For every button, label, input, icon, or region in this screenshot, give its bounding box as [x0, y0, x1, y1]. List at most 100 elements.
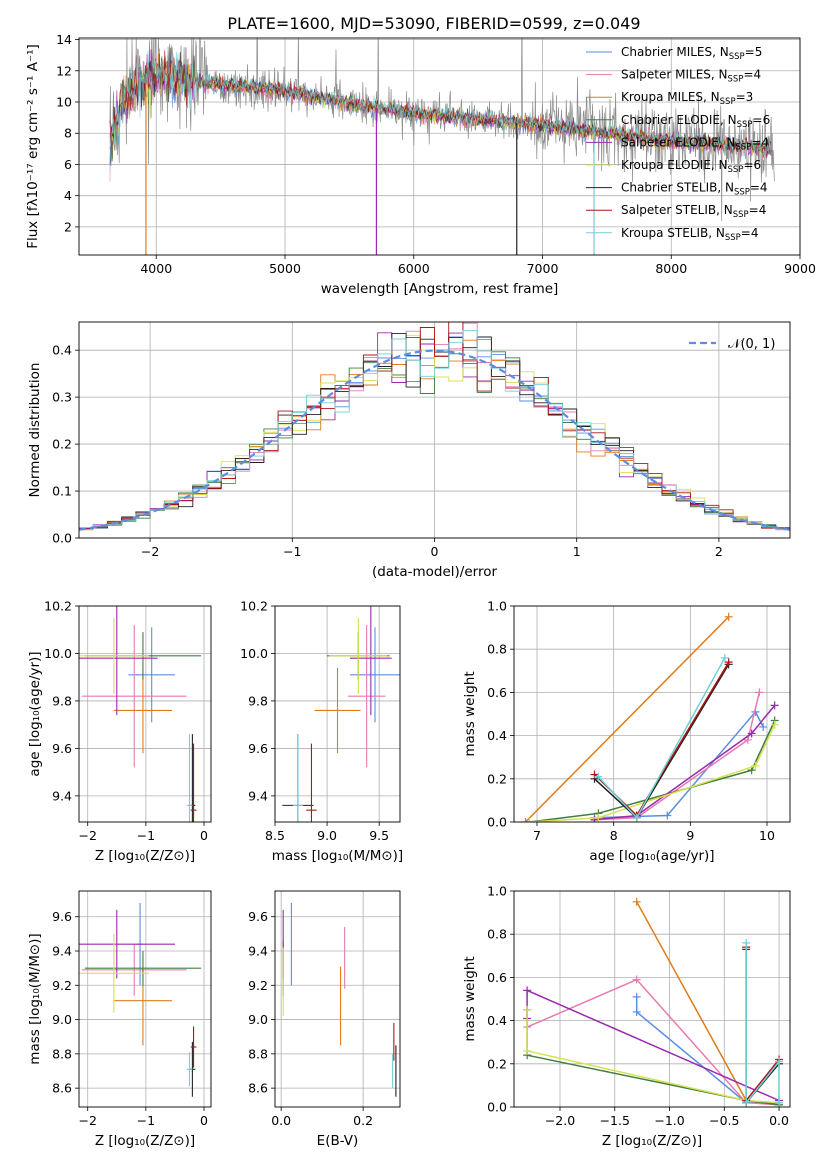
mass-weight-line — [636, 901, 747, 1101]
y-tick-label: 9.8 — [52, 693, 72, 708]
mass-weight-marker — [770, 720, 779, 729]
legend-entry: Salpeter ELODIE, NSSP=4 — [621, 135, 769, 152]
x-tick-label: 10 — [759, 828, 775, 843]
x-tick-label: 0.0 — [769, 1113, 789, 1128]
x-tick-label: −2 — [141, 544, 159, 559]
y-axis-label: age [log₁₀(age/yr)] — [27, 651, 43, 776]
mass-weight-marker — [724, 658, 733, 667]
y-tick-label: 8.8 — [248, 1046, 268, 1061]
y-tick-label: 10.0 — [44, 646, 72, 661]
mass-weight-marker — [775, 1057, 784, 1066]
axes-frame — [513, 605, 791, 823]
spectrum-model-line — [109, 51, 772, 171]
axes-weight_vs_Z: −2.0 −1.5 −1.0 −0.5 0.0 0.0 0.2 0.4 0.6 0.8 1.0 Z [… — [462, 884, 791, 1149]
x-axis-label: E(B-V) — [317, 1133, 359, 1149]
x-tick-label: −1.5 — [600, 1113, 630, 1128]
grid-mass_vs_ebv — [275, 891, 400, 1107]
mass-weight-marker — [724, 612, 733, 621]
y-tick-label: 9.6 — [248, 741, 268, 756]
y-tick-label: 0.1 — [52, 484, 72, 499]
legend-entry: Kroupa STELIB, NSSP=4 — [621, 226, 759, 243]
x-tick-label: 9.0 — [317, 828, 337, 843]
mass-weight-marker — [742, 1098, 751, 1107]
x-tick-label: 0 — [200, 828, 208, 843]
y-axis-label: Flux [fλ10⁻¹⁷ erg cm⁻² s⁻¹ A⁻¹] — [25, 44, 41, 249]
legend-entry: Chabrier ELODIE, NSSP=6 — [621, 113, 770, 130]
plot-area-mass_vs_ebv — [282, 903, 397, 1097]
mass-weight-line — [526, 1009, 780, 1104]
y-tick-label: 0.4 — [487, 1013, 507, 1028]
y-tick-label: 9.2 — [52, 978, 72, 993]
x-axis-label: wavelength [Angstrom, rest frame] — [321, 281, 559, 297]
y-tick-label: 0.6 — [487, 970, 507, 985]
axes-frame — [78, 605, 212, 823]
y-tick-label: 0.4 — [487, 728, 507, 743]
x-axis-label: Z [log₁₀(Z/Z⊙)] — [95, 1133, 195, 1149]
y-tick-label: 9.4 — [52, 788, 72, 803]
legend-entry: Salpeter STELIB, NSSP=4 — [621, 203, 766, 220]
mass-weight-marker — [742, 938, 751, 947]
y-tick-label: 10 — [56, 95, 72, 110]
axes-weight_vs_age: 7 8 9 10 0.0 0.2 0.4 0.6 0.8 1.0 age [log₁₀(age/yr… — [462, 599, 791, 864]
plot-area-residuals — [79, 322, 790, 531]
residual-histogram — [79, 329, 790, 530]
x-tick-label: 7 — [533, 828, 541, 843]
y-tick-label: 0.0 — [487, 815, 507, 830]
y-tick-label: 0.6 — [487, 685, 507, 700]
axes-age_vs_Z: −2 −1 0 9.4 9.6 9.8 10.0 10.2 Z [log₁₀(Z/Z⊙)] age… — [27, 599, 212, 864]
y-tick-label: 1.0 — [487, 599, 507, 614]
x-tick-label: 1 — [573, 544, 581, 559]
mass-weight-marker — [759, 722, 768, 731]
axes-mass_vs_ebv: 0.0 0.2 8.6 8.8 9.0 9.2 9.4 9.6 E(B-V) — [248, 890, 401, 1149]
mass-weight-line — [594, 692, 761, 821]
mass-weight-marker — [775, 1098, 784, 1107]
y-tick-label: 8.6 — [248, 1081, 268, 1096]
mass-weight-line — [529, 724, 776, 822]
legend-entry: Chabrier MILES, NSSP=5 — [621, 45, 762, 62]
mass-weight-marker — [632, 1007, 641, 1016]
legend-entry: Kroupa ELODIE, NSSP=6 — [621, 158, 761, 175]
mass-weight-marker — [525, 818, 534, 822]
x-tick-label: −1 — [137, 1113, 155, 1128]
axes-frame — [78, 37, 801, 256]
y-tick-label: 0.4 — [52, 343, 72, 358]
y-axis-label: mass [log₁₀(M/M⊙)] — [27, 933, 43, 1064]
y-tick-label: 10.2 — [240, 599, 268, 614]
y-tick-label: 0.8 — [487, 927, 507, 942]
y-axis-label: mass weight — [462, 671, 478, 756]
y-tick-label: 0.3 — [52, 390, 72, 405]
plot-area-weight_vs_Z — [523, 897, 784, 1107]
y-tick-label: 12 — [56, 63, 72, 78]
mass-weight-marker — [594, 772, 603, 781]
x-axis-label: Z [log₁₀(Z/Z⊙)] — [95, 848, 195, 864]
mass-weight-marker — [521, 818, 530, 822]
x-tick-label: 6000 — [398, 261, 430, 276]
x-tick-label: 0.2 — [353, 1113, 373, 1128]
axes-age_vs_mass: 8.5 9.0 9.5 9.4 9.6 9.8 10.0 10.2 mass [log₁₀(M/… — [240, 599, 403, 865]
y-tick-label: 9.6 — [52, 909, 72, 924]
mass-weight-marker — [523, 1046, 532, 1055]
x-tick-label: −1.0 — [654, 1113, 684, 1128]
normal-reference-curve — [79, 349, 790, 531]
residual-histogram — [79, 322, 790, 529]
x-tick-label: 9.5 — [369, 828, 389, 843]
x-tick-label: 2 — [715, 544, 723, 559]
mass-weight-marker — [523, 1005, 532, 1014]
axes-frame — [78, 890, 212, 1108]
y-tick-label: 9.6 — [248, 909, 268, 924]
axes-residuals: −2 −1 0 1 2 0.0 0.1 0.2 0.3 0.4 (data-model)/error… — [27, 321, 791, 580]
mass-weight-marker — [751, 761, 760, 770]
mass-weight-line — [526, 978, 780, 1106]
figure-title: PLATE=1600, MJD=53090, FIBERID=0599, z=0… — [227, 14, 640, 33]
plot-area-age_vs_mass — [282, 606, 400, 822]
mass-weight-marker — [770, 701, 779, 710]
grid-mass_vs_Z — [79, 891, 211, 1107]
mass-weight-marker — [594, 813, 603, 822]
y-tick-label: 10.0 — [240, 646, 268, 661]
y-tick-label: 8 — [64, 126, 72, 141]
plot-area-spectrum — [109, 38, 775, 255]
mass-weight-line — [524, 616, 730, 822]
y-tick-label: 9.4 — [248, 944, 268, 959]
legend: Chabrier MILES, NSSP=5 Salpeter MILES, NS… — [586, 45, 770, 243]
